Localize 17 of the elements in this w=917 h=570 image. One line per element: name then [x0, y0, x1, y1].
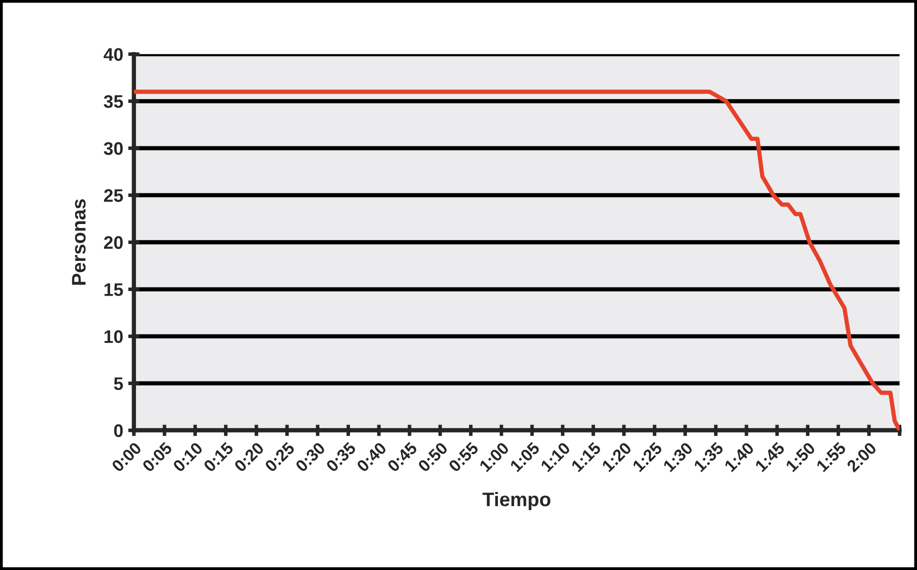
x-tick-label: 0:50 [417, 442, 448, 473]
y-tick-label: 15 [104, 283, 123, 296]
y-tick-label: 5 [114, 377, 123, 390]
y-tick-label: 40 [104, 48, 123, 61]
x-tick-label: 0:40 [356, 442, 388, 473]
x-tick-label: 0:30 [294, 442, 326, 473]
y-axis-title: Personas [72, 199, 86, 285]
y-tick-label: 25 [104, 189, 123, 202]
y-tick-label: 10 [104, 330, 123, 344]
y-tick-label: 30 [104, 142, 123, 155]
x-tick-label: 0:10 [172, 442, 204, 473]
y-tick-label: 0 [114, 424, 123, 438]
x-tick-label: 0:20 [234, 442, 265, 473]
x-axis-title: Tiempo [482, 492, 550, 510]
y-tick-label: 20 [104, 236, 123, 249]
y-tick-label: 35 [104, 95, 123, 108]
x-tick-label: 0:00 [111, 442, 142, 473]
